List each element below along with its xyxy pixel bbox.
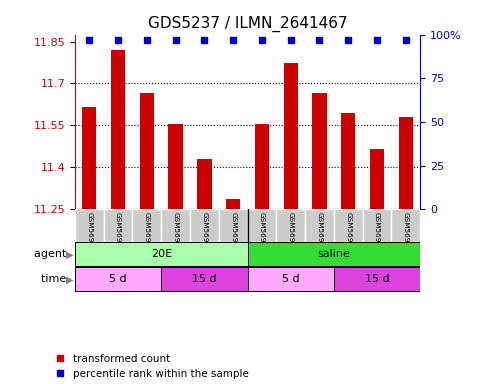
Bar [197,159,212,209]
Text: GSM569788: GSM569788 [345,212,351,256]
Text: GSM569784: GSM569784 [316,212,323,256]
Bar [75,209,104,242]
Bar [75,267,161,291]
Text: GSM569780: GSM569780 [115,212,121,256]
Bar [140,93,154,209]
Bar [313,93,327,209]
Bar [398,117,413,209]
Text: 15 d: 15 d [365,274,389,285]
Text: ▶: ▶ [66,274,73,285]
Text: GSM569782: GSM569782 [259,212,265,256]
Bar [161,267,247,291]
Text: GSM569779: GSM569779 [86,212,92,256]
Bar [305,209,334,242]
Text: GSM569781: GSM569781 [144,212,150,256]
Text: GSM569789: GSM569789 [374,212,380,256]
Bar [82,107,97,209]
Text: 5 d: 5 d [109,274,127,285]
Bar [111,50,125,209]
Text: GSM569783: GSM569783 [288,212,294,256]
Bar [219,209,247,242]
Text: ▶: ▶ [66,249,73,260]
Text: saline: saline [317,249,350,260]
Text: GSM569787: GSM569787 [230,212,236,256]
Text: agent: agent [34,249,70,260]
Title: GDS5237 / ILMN_2641467: GDS5237 / ILMN_2641467 [148,16,347,32]
Bar [75,242,247,266]
Text: 20E: 20E [151,249,172,260]
Bar [190,209,219,242]
Bar [334,209,363,242]
Text: GSM569786: GSM569786 [201,212,207,256]
Bar [132,209,161,242]
Text: GSM569785: GSM569785 [172,212,179,256]
Bar [370,149,384,209]
Bar [276,209,305,242]
Bar [255,124,269,209]
Text: 5 d: 5 d [282,274,299,285]
Bar [391,209,420,242]
Legend: transformed count, percentile rank within the sample: transformed count, percentile rank withi… [56,354,248,379]
Bar [161,209,190,242]
Bar [334,267,420,291]
Bar [284,63,298,209]
Bar [226,200,241,209]
Text: GSM569790: GSM569790 [403,212,409,256]
Text: time: time [41,274,70,285]
Bar [169,124,183,209]
Bar [247,242,420,266]
Bar [104,209,132,242]
Text: 15 d: 15 d [192,274,217,285]
Bar [247,267,334,291]
Bar [341,113,355,209]
Bar [247,209,276,242]
Bar [363,209,391,242]
